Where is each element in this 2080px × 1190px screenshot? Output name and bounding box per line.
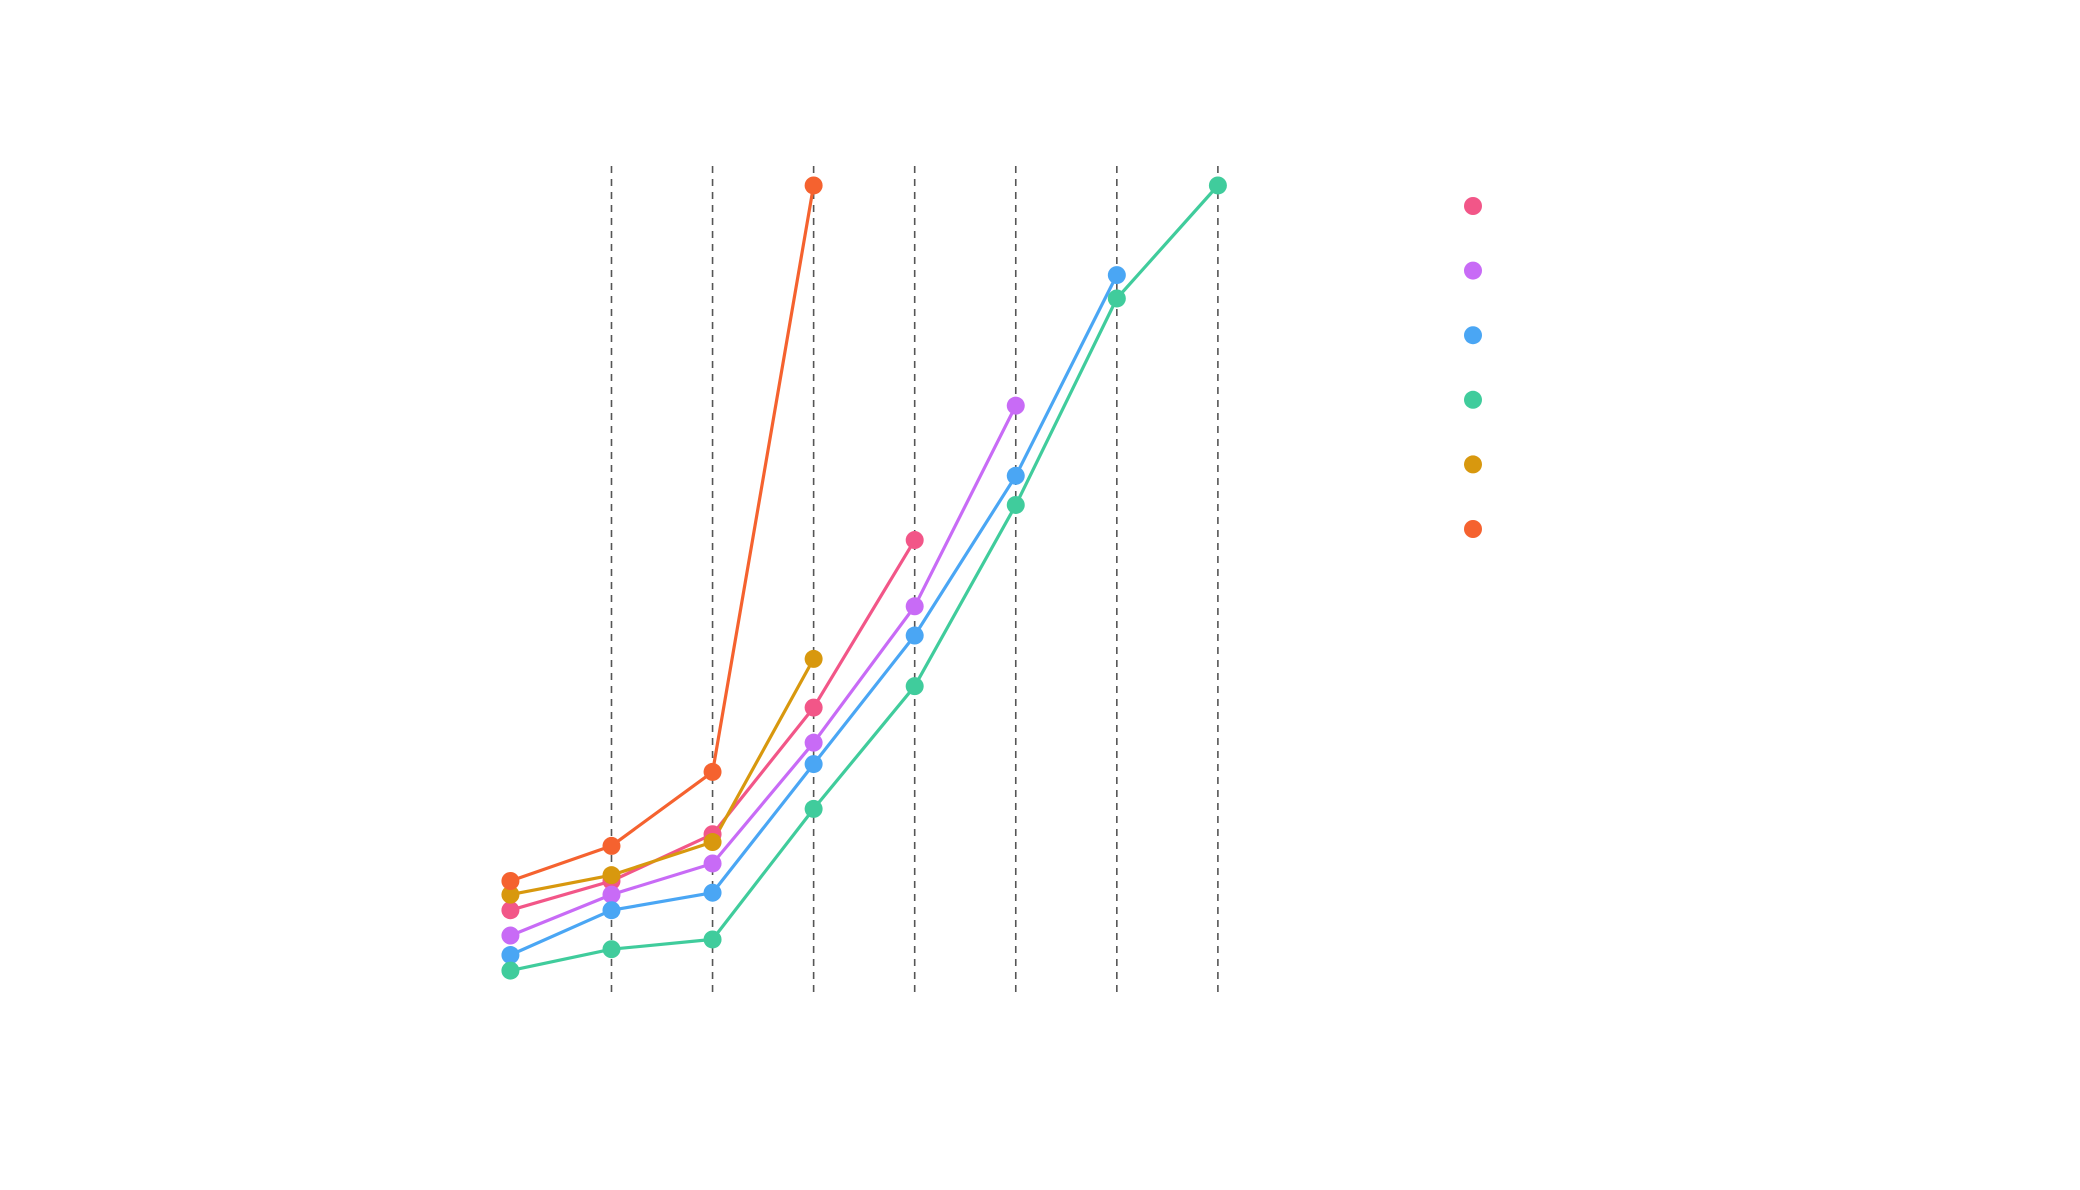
data-point-s5-0 bbox=[501, 885, 520, 904]
legend-marker-4 bbox=[1464, 390, 1482, 409]
data-point-s3-5 bbox=[1006, 466, 1025, 485]
data-point-s4-6 bbox=[1107, 289, 1126, 308]
data-point-s3-0 bbox=[501, 946, 520, 965]
data-points bbox=[501, 176, 1227, 980]
data-point-s2-4 bbox=[905, 597, 924, 616]
legend-marker-3 bbox=[1464, 326, 1482, 345]
series-line-2 bbox=[508, 404, 1018, 938]
data-point-s1-0 bbox=[501, 901, 520, 920]
data-point-s4-3 bbox=[804, 799, 823, 818]
series-line-6 bbox=[508, 183, 816, 883]
data-point-s2-0 bbox=[501, 926, 520, 945]
series-line-4 bbox=[508, 183, 1220, 973]
data-point-s5-1 bbox=[602, 866, 621, 885]
legend-marker-6 bbox=[1464, 520, 1482, 538]
data-point-s1-3 bbox=[804, 698, 823, 717]
data-point-s3-3 bbox=[804, 755, 823, 774]
data-point-s3-6 bbox=[1107, 266, 1126, 285]
data-point-s2-1 bbox=[602, 885, 621, 904]
data-point-s5-3 bbox=[804, 649, 823, 668]
legend bbox=[1464, 197, 1482, 538]
data-point-s4-7 bbox=[1208, 176, 1227, 195]
legend-marker-2 bbox=[1464, 261, 1482, 280]
data-point-s1-4 bbox=[905, 531, 924, 550]
grid-lines bbox=[610, 166, 1219, 994]
legend-marker-5 bbox=[1464, 455, 1482, 474]
data-point-s6-3 bbox=[804, 176, 823, 195]
data-point-s4-0 bbox=[501, 961, 520, 980]
data-point-s5-2 bbox=[703, 833, 722, 852]
legend-marker-1 bbox=[1464, 197, 1482, 215]
series-line-5 bbox=[508, 657, 816, 897]
data-point-s4-5 bbox=[1006, 495, 1025, 514]
data-point-s4-4 bbox=[905, 677, 924, 696]
data-point-s6-0 bbox=[501, 872, 520, 891]
data-point-s3-2 bbox=[703, 883, 722, 902]
data-point-s6-1 bbox=[602, 836, 621, 855]
data-point-s2-5 bbox=[1006, 396, 1025, 415]
data-point-s4-1 bbox=[602, 940, 621, 959]
data-point-s6-2 bbox=[703, 762, 722, 781]
data-point-s4-2 bbox=[703, 930, 722, 949]
data-point-s3-1 bbox=[602, 901, 621, 920]
data-point-s2-3 bbox=[804, 733, 823, 752]
data-point-s3-4 bbox=[905, 626, 924, 645]
data-point-s2-2 bbox=[703, 854, 722, 873]
